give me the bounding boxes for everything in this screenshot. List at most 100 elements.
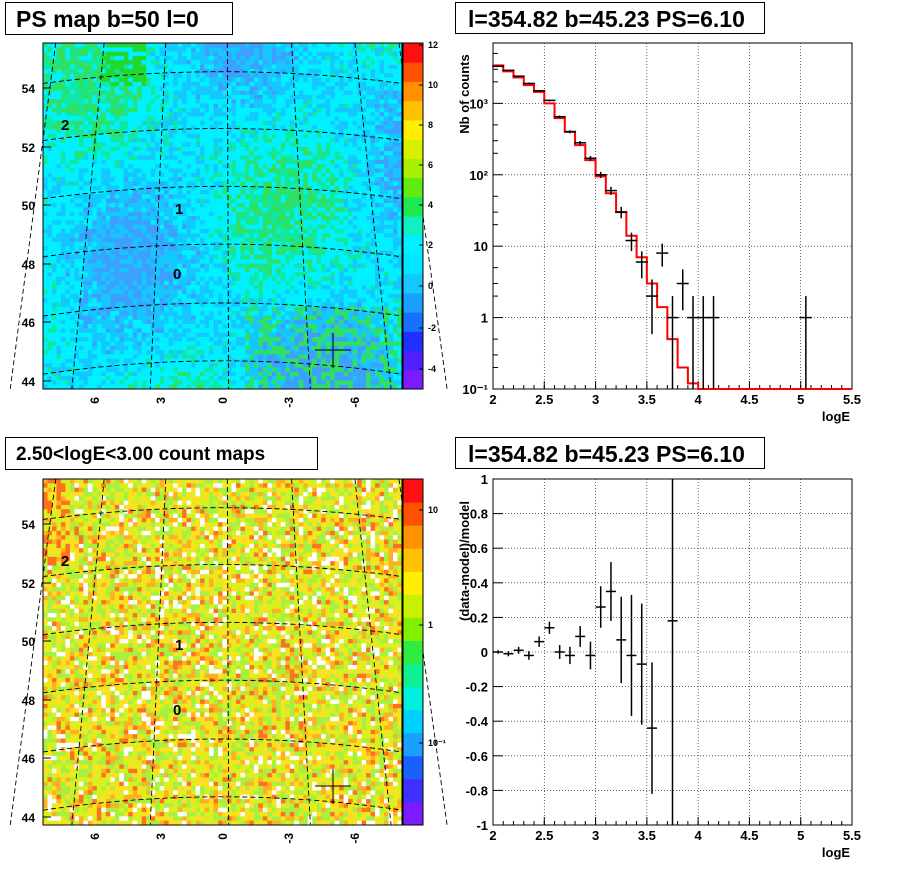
heatmap-cell — [280, 228, 286, 234]
heatmap-cell — [267, 107, 273, 113]
heatmap-cell — [69, 168, 75, 174]
heatmap-cell — [173, 272, 178, 277]
heatmap-cell — [168, 384, 174, 390]
heatmap-cell — [47, 237, 53, 243]
heatmap-cell — [43, 337, 48, 342]
heatmap-cell — [110, 168, 116, 174]
heatmap-cell — [312, 142, 318, 148]
heatmap-cell — [159, 190, 165, 195]
heatmap-cell — [258, 190, 264, 195]
heatmap-cell — [92, 367, 98, 373]
heatmap-cell — [87, 250, 93, 256]
heatmap-cell — [114, 168, 120, 174]
heatmap-cell — [222, 241, 228, 247]
heatmap-cell — [56, 358, 62, 364]
heatmap-cell — [316, 350, 322, 355]
heatmap-cell — [60, 81, 66, 87]
heatmap-cell — [173, 142, 178, 148]
heatmap-cell — [280, 125, 286, 130]
heatmap-cell — [101, 172, 107, 178]
heatmap-cell — [150, 354, 156, 360]
heatmap-cell — [312, 272, 318, 277]
heatmap-cell — [182, 267, 187, 273]
heatmap-cell — [253, 267, 259, 273]
heatmap-cell — [258, 263, 264, 269]
heatmap-cell — [249, 172, 255, 178]
heatmap-cell — [231, 306, 237, 312]
heatmap-cell — [307, 216, 313, 221]
heatmap-cell — [303, 224, 309, 230]
heatmap-cell — [110, 129, 116, 135]
heatmap-cell — [137, 280, 143, 286]
heatmap-cell — [177, 51, 183, 57]
heatmap-cell — [47, 73, 53, 78]
heatmap-cell — [128, 155, 134, 161]
heatmap-cell — [267, 358, 273, 364]
heatmap-cell — [105, 94, 111, 100]
heatmap-cell — [262, 332, 268, 338]
heatmap-cell — [105, 151, 111, 156]
heatmap-cell — [186, 112, 192, 117]
heatmap-cell — [276, 332, 282, 338]
heatmap-cell — [168, 177, 174, 182]
heatmap-cell — [285, 43, 291, 48]
heatmap-cell — [235, 168, 241, 174]
heatmap-cell — [43, 220, 48, 225]
heatmap-cell — [316, 341, 322, 347]
heatmap-cell — [231, 86, 237, 91]
heatmap-cell — [114, 380, 120, 385]
heatmap-cell — [204, 107, 210, 113]
heatmap-cell — [267, 224, 273, 230]
heatmap-cell — [51, 146, 57, 152]
heatmap-cell — [123, 125, 129, 130]
heatmap-cell — [285, 55, 291, 61]
heatmap-cell — [316, 211, 322, 217]
heatmap-cell — [146, 198, 151, 204]
heatmap-cell — [226, 254, 232, 260]
heatmap-cell — [253, 371, 259, 377]
heatmap-cell — [141, 233, 147, 238]
heatmap-cell — [285, 133, 291, 139]
heatmap-cell — [294, 220, 300, 225]
heatmap-cell — [47, 172, 53, 178]
heatmap-cell — [276, 81, 282, 87]
heatmap-cell — [78, 81, 84, 87]
heatmap-cell — [200, 103, 205, 109]
heatmap-cell — [262, 51, 268, 57]
heatmap-cell — [159, 384, 165, 390]
heatmap-cell — [285, 73, 291, 78]
heatmap-cell — [155, 177, 160, 182]
heatmap-cell — [87, 181, 93, 187]
heatmap-cell — [155, 332, 160, 338]
heatmap-cell — [60, 350, 66, 355]
heatmap-cell — [195, 120, 201, 126]
heatmap-cell — [56, 55, 62, 61]
heatmap-cell — [173, 328, 178, 334]
heatmap-cell — [289, 293, 295, 299]
heatmap-cell — [110, 254, 116, 260]
heatmap-cell — [69, 203, 75, 208]
heatmap-cell — [276, 289, 282, 295]
heatmap-cell — [74, 285, 80, 290]
heatmap-cell — [92, 51, 98, 57]
heatmap-cell — [65, 328, 71, 334]
heatmap-cell — [173, 194, 178, 200]
heatmap-cell — [182, 211, 187, 217]
heatmap-cell — [186, 90, 192, 96]
heatmap-cell — [231, 172, 237, 178]
heatmap-cell — [231, 177, 237, 182]
heatmap-cell — [312, 285, 318, 290]
heatmap-cell — [146, 224, 151, 230]
heatmap-cell — [173, 138, 178, 143]
heatmap-cell — [249, 51, 255, 57]
heatmap-cell — [101, 254, 107, 260]
heatmap-cell — [316, 289, 322, 295]
heatmap-cell — [69, 267, 75, 273]
heatmap-cell — [244, 363, 250, 368]
heatmap-cell — [298, 151, 304, 156]
heatmap-cell — [146, 77, 151, 83]
heatmap-cell — [258, 172, 264, 178]
heatmap-cell — [128, 190, 134, 195]
heatmap-cell — [258, 185, 264, 191]
heatmap-cell — [303, 146, 309, 152]
